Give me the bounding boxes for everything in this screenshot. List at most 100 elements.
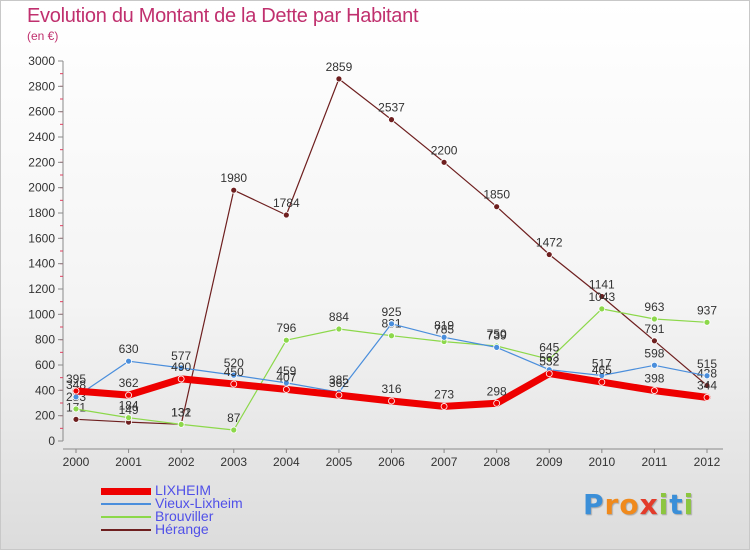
legend-label: Brouviller [155, 508, 214, 524]
data-label-brouviller: 963 [644, 300, 664, 314]
data-label-lixheim: 298 [487, 384, 507, 398]
data-label-vieux-lixheim: 385 [329, 373, 349, 387]
x-tick-label: 2001 [115, 455, 142, 469]
data-label-lixheim: 362 [119, 376, 139, 390]
legend-swatch [101, 487, 151, 495]
y-tick-label: 2600 [28, 105, 55, 119]
data-point-vieux-lixheim [598, 372, 606, 379]
data-label-brouviller: 796 [276, 321, 296, 335]
data-label-lixheim: 490 [171, 360, 191, 374]
data-point-lixheim [177, 375, 185, 383]
data-point-lixheim [493, 399, 501, 407]
data-label-brouviller: 131 [171, 405, 191, 419]
data-label-h-range: 1472 [536, 236, 563, 250]
y-tick-label: 600 [35, 358, 55, 372]
data-label-h-range: 2200 [431, 143, 458, 157]
y-tick-label: 400 [35, 383, 55, 397]
data-label-lixheim: 407 [276, 370, 296, 384]
data-label-vieux-lixheim: 630 [119, 342, 139, 356]
x-tick-label: 2011 [642, 455, 668, 469]
y-tick-label: 2800 [28, 79, 55, 93]
data-label-brouviller: 645 [539, 340, 559, 354]
data-label-h-range: 149 [119, 403, 139, 417]
data-label-lixheim: 273 [434, 387, 454, 401]
data-point-brouviller [125, 414, 132, 422]
data-label-lixheim: 395 [66, 372, 86, 386]
data-label-vieux-lixheim: 459 [276, 364, 296, 378]
data-point-h-range [440, 158, 448, 166]
data-point-lixheim [125, 391, 132, 399]
data-label-brouviller: 750 [487, 327, 507, 341]
data-point-h-range [230, 186, 238, 194]
data-point-h-range [388, 116, 395, 124]
data-point-vieux-lixheim [177, 364, 185, 372]
data-label-h-range: 2859 [326, 60, 353, 74]
data-label-lixheim: 450 [224, 365, 244, 379]
data-label-brouviller: 87 [227, 411, 241, 425]
x-tick-label: 2004 [273, 455, 300, 469]
data-point-h-range [703, 382, 711, 389]
data-point-lixheim [440, 403, 448, 410]
x-tick-label: 2009 [536, 455, 563, 469]
data-point-h-range [651, 337, 658, 345]
data-point-lixheim [388, 397, 395, 405]
data-label-brouviller: 884 [329, 310, 349, 324]
x-tick-label: 2003 [220, 455, 247, 469]
data-point-vieux-lixheim [230, 371, 238, 379]
data-point-h-range [335, 75, 343, 83]
y-tick-label: 1200 [28, 282, 55, 296]
data-label-vieux-lixheim: 598 [644, 346, 664, 360]
data-point-h-range [72, 415, 80, 423]
data-point-vieux-lixheim [72, 393, 80, 401]
x-tick-label: 2000 [63, 455, 90, 469]
data-label-h-range: 132 [171, 405, 191, 419]
chart-subtitle: (en €) [27, 29, 59, 43]
x-tick-label: 2006 [378, 455, 405, 469]
data-point-vieux-lixheim [125, 357, 132, 365]
data-point-vieux-lixheim [282, 379, 290, 387]
data-point-brouviller [230, 426, 238, 434]
data-label-lixheim: 465 [592, 363, 612, 377]
data-point-lixheim [230, 380, 238, 388]
data-point-vieux-lixheim [388, 320, 395, 328]
y-tick-label: 1400 [28, 257, 55, 271]
data-label-brouviller: 1043 [588, 290, 615, 304]
data-label-h-range: 1980 [220, 171, 247, 185]
data-point-vieux-lixheim [651, 361, 658, 369]
data-label-vieux-lixheim: 577 [171, 349, 191, 363]
y-tick-label: 2000 [28, 181, 55, 195]
data-label-vieux-lixheim: 563 [539, 351, 559, 365]
data-point-h-range [598, 293, 606, 300]
legend-label: Vieux-Lixheim [155, 495, 243, 511]
data-label-h-range: 1784 [273, 196, 300, 210]
data-point-h-range [545, 251, 553, 258]
data-point-lixheim [545, 370, 553, 378]
data-point-vieux-lixheim [440, 333, 448, 341]
data-point-vieux-lixheim [703, 372, 711, 380]
y-tick-label: 2200 [28, 155, 55, 169]
data-label-brouviller: 184 [119, 399, 139, 413]
data-label-lixheim: 532 [539, 355, 559, 369]
y-tick-label: 1800 [28, 206, 55, 220]
data-point-brouviller [598, 305, 606, 313]
data-label-lixheim: 398 [644, 372, 664, 386]
logo-letter: P [583, 488, 605, 521]
x-tick-label: 2005 [326, 455, 353, 469]
data-point-lixheim [703, 394, 711, 401]
legend-swatch [101, 516, 151, 518]
data-label-h-range: 1141 [589, 277, 615, 291]
legend-label: Hérange [155, 521, 209, 537]
data-label-brouviller: 937 [697, 303, 717, 317]
data-point-lixheim [651, 387, 658, 394]
chart-title: Evolution du Montant de la Dette par Hab… [27, 5, 419, 27]
data-label-h-range: 1850 [483, 188, 510, 202]
data-label-lixheim: 362 [329, 376, 349, 390]
x-tick-label: 2010 [588, 455, 615, 469]
logo-letter: i [683, 488, 695, 521]
y-tick-label: 2400 [28, 130, 55, 144]
data-point-brouviller [72, 405, 80, 413]
x-tick-label: 2002 [168, 455, 195, 469]
y-tick-label: 0 [48, 434, 55, 448]
data-point-h-range [282, 211, 290, 219]
